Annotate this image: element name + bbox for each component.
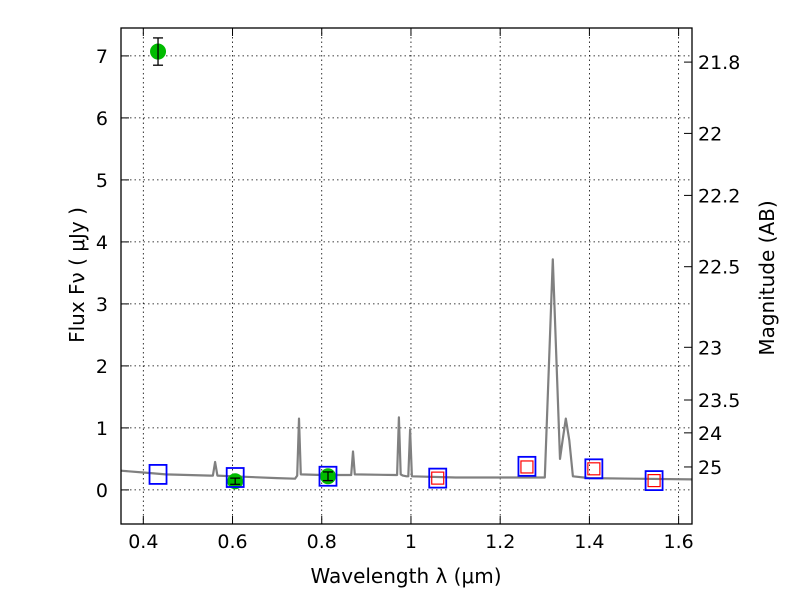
y-tick-label: 6: [96, 108, 108, 130]
measured-flux-box: [520, 460, 534, 474]
y-tick-label: 0: [96, 480, 108, 502]
y-axis-label: Flux Fν ( μJy ): [65, 207, 89, 343]
y2-tick-label: 23: [698, 337, 722, 359]
measured-flux-box: [587, 462, 601, 476]
y2-tick-label: 23.5: [698, 390, 740, 412]
y2-tick-label: 22: [698, 123, 722, 145]
model-flux-box: [428, 467, 448, 489]
model-flux-box: [644, 470, 664, 492]
y2-tick-label: 22.5: [698, 257, 740, 279]
grid-lines: [121, 28, 692, 524]
model-flux-box: [318, 465, 338, 487]
model-flux-box: [225, 467, 245, 488]
tick-marks: [121, 28, 692, 524]
y-tick-label: 5: [96, 170, 108, 192]
measured-flux-box: [647, 474, 661, 488]
y2-axis-label: Magnitude (AB): [755, 200, 779, 355]
y2-tick-label: 22.2: [698, 185, 740, 207]
x-tick-label: 0.8: [307, 531, 337, 553]
x-tick-label: 0.4: [128, 531, 158, 553]
spectrum-layer: [120, 258, 693, 481]
y2-tick-label: 25: [698, 457, 722, 479]
y-tick-label: 7: [96, 46, 108, 68]
model-flux-box: [148, 463, 168, 485]
model-flux-box: [517, 455, 537, 477]
y-tick-label: 2: [96, 356, 108, 378]
x-tick-label: 1.4: [574, 531, 604, 553]
spectrum-line: [120, 258, 693, 481]
model-flux-box: [584, 458, 604, 480]
plot-frame: [120, 27, 693, 525]
y2-tick-label: 21.8: [698, 52, 740, 74]
measured-flux-box: [431, 471, 445, 485]
x-tick-label: 1.2: [485, 531, 515, 553]
x-tick-label: 1: [405, 531, 417, 553]
y2-tick-label: 24: [698, 423, 722, 445]
x-tick-label: 0.6: [217, 531, 247, 553]
y-tick-label: 3: [96, 294, 108, 316]
x-axis-label: Wavelength λ (μm): [310, 564, 501, 588]
x-tick-label: 1.6: [664, 531, 694, 553]
marker-layer: [148, 37, 664, 492]
y-tick-label: 1: [96, 418, 108, 440]
y-tick-label: 4: [96, 232, 108, 254]
